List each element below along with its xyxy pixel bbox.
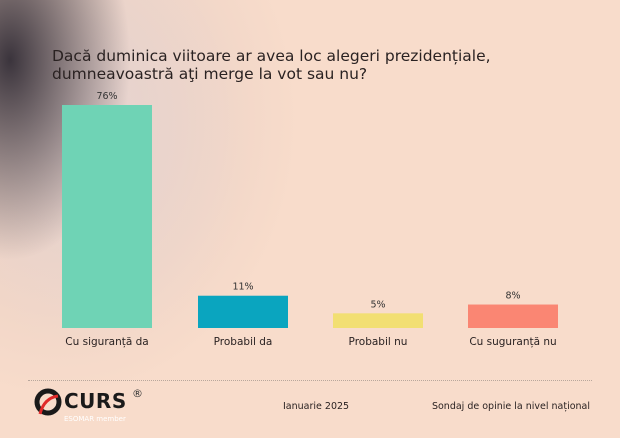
logo-text: CURS <box>64 389 127 413</box>
survey-source: Sondaj de opinie la nivel național <box>431 401 590 412</box>
registered-icon: ® <box>132 387 143 400</box>
bar-2 <box>333 313 423 328</box>
footer-divider <box>28 380 592 381</box>
category-label-1: Probabil da <box>214 336 273 348</box>
bar-1 <box>198 295 288 328</box>
data-label-1: 11% <box>232 282 253 293</box>
data-label-2: 5% <box>370 299 385 310</box>
category-label-0: Cu siguranță da <box>65 336 148 348</box>
category-label-2: Probabil nu <box>349 336 408 348</box>
bar-chart: 76% Cu siguranță da 11% Probabil da 5% Probab… <box>62 91 558 348</box>
survey-date: Ianuarie 2025 <box>283 401 350 412</box>
esomar-member: ESOMAR member <box>64 415 126 423</box>
data-label-3: 8% <box>505 291 520 302</box>
chart-title: Dacă duminica viitoare ar avea loc alege… <box>52 47 491 83</box>
curs-logo-icon <box>34 388 62 416</box>
bar-3 <box>468 304 558 328</box>
curs-logo: CURS ® ESOMAR member <box>34 388 164 434</box>
category-label-3: Cu suguranță nu <box>469 336 556 348</box>
bar-0 <box>62 105 152 328</box>
data-label-0: 76% <box>96 91 117 102</box>
